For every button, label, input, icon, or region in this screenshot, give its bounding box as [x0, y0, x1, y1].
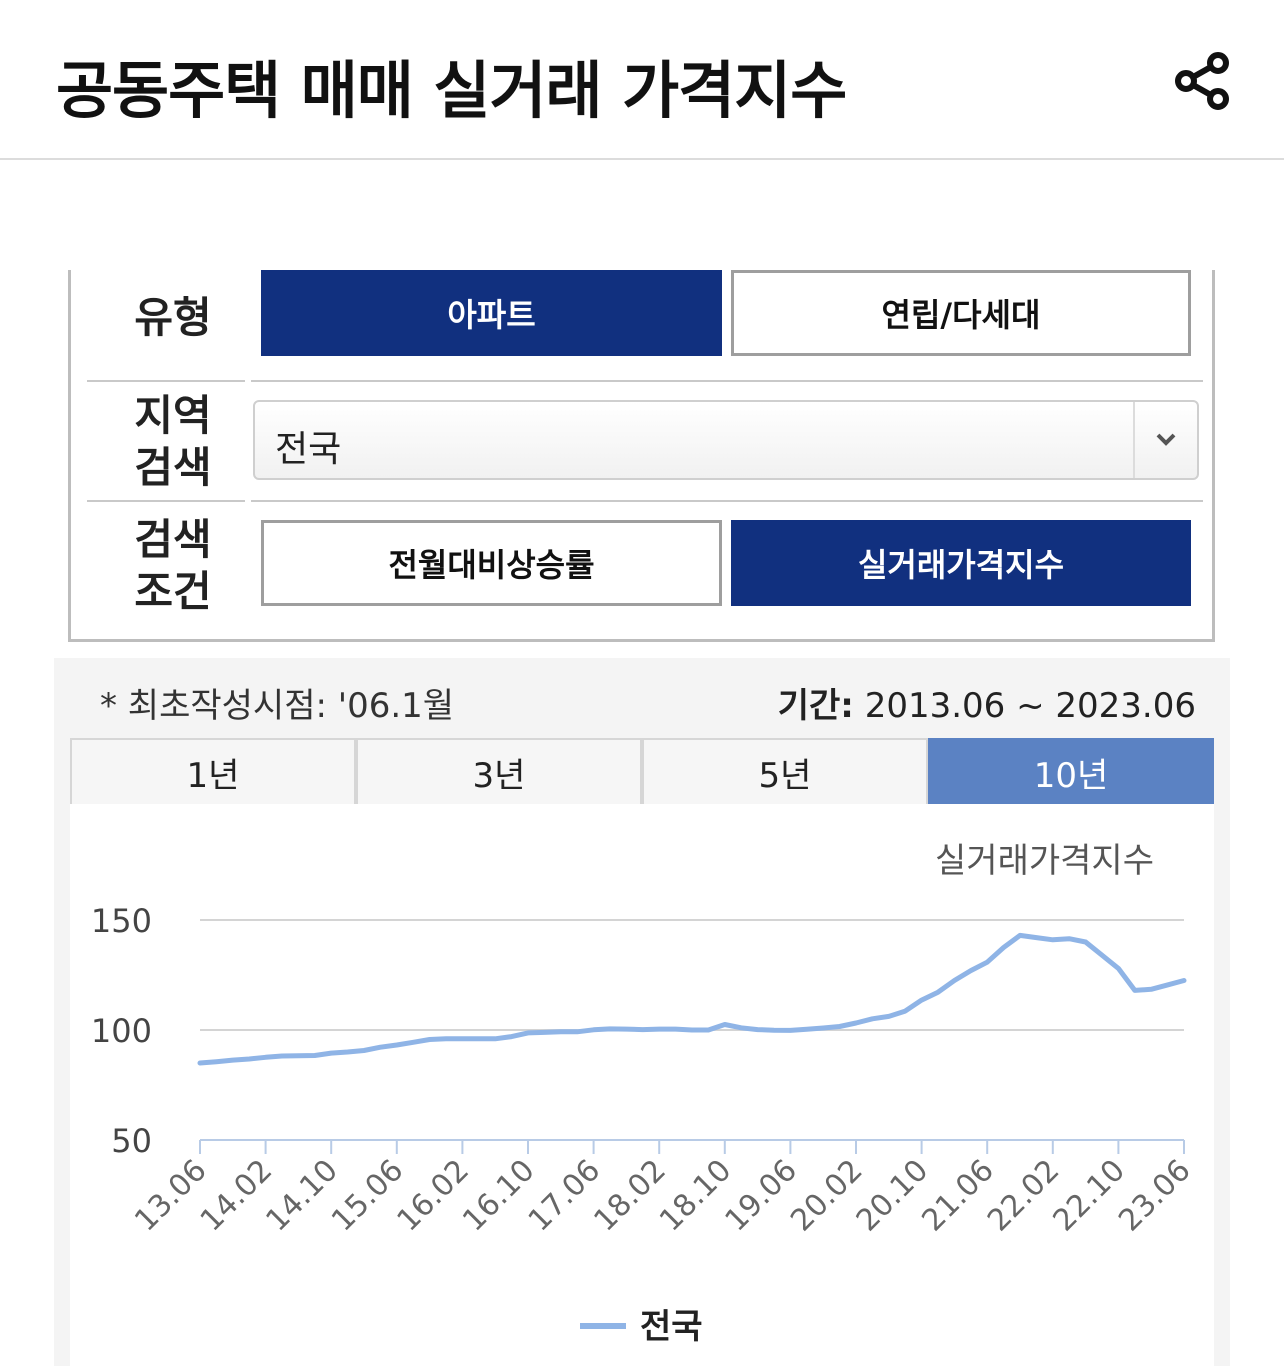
x-tick-label: 22.10 [1047, 1153, 1132, 1238]
period-info: 기간: 2013.06 ~ 2023.06 [778, 678, 1196, 727]
x-tick-label: 14.02 [194, 1153, 279, 1238]
x-tick-label: 16.10 [456, 1153, 541, 1238]
type-label: 유형 [134, 293, 212, 342]
x-tick-label: 19.06 [719, 1153, 804, 1238]
chart-area: 실거래가격지수 150 100 50 13.06 14.02 14.10 15.06 16.… [70, 804, 1214, 1366]
x-tick-label: 18.02 [587, 1153, 672, 1238]
y-tick-label: 150 [91, 902, 152, 940]
x-tick-label: 18.10 [653, 1153, 738, 1238]
region-label: 지역 검색 [123, 390, 223, 494]
share-icon-graphic [1175, 52, 1229, 110]
chart-title: 실거래가격지수 [935, 841, 1154, 881]
x-tick-label: 15.06 [325, 1153, 410, 1238]
period-value: 2013.06 ~ 2023.06 [864, 686, 1196, 726]
page-title: 공동주택 매매 실거래 가격지수 [56, 54, 847, 127]
tab-5y[interactable]: 5년 [642, 738, 928, 804]
condition-label: 검색 조건 [123, 514, 223, 618]
type-row-house-button[interactable]: 연립/다세대 [731, 270, 1191, 356]
tab-10y[interactable]: 10년 [928, 738, 1214, 804]
x-tick-label: 23.06 [1112, 1153, 1197, 1238]
row-divider [251, 500, 1203, 502]
first-date-note: * 최초작성시점: '06.1월 [100, 686, 455, 726]
series-line [197, 932, 1187, 1066]
x-tick-label: 17.06 [522, 1153, 607, 1238]
y-tick-label: 50 [111, 1122, 152, 1160]
x-tick-label: 16.02 [391, 1153, 476, 1238]
condition-label-line1: 검색 [134, 515, 212, 564]
region-select-value: 전국 [275, 429, 342, 470]
chevron-down-icon [1156, 433, 1176, 446]
period-tabs: 1년 3년 5년 10년 [70, 738, 1214, 804]
condition-label-line2: 조건 [134, 567, 212, 616]
legend-label[interactable]: 전국 [640, 1307, 703, 1347]
row-divider [87, 500, 245, 502]
page-header: 공동주택 매매 실거래 가격지수 [0, 0, 1284, 160]
x-tick-label: 20.02 [784, 1153, 869, 1238]
row-divider [87, 380, 245, 382]
row-divider [251, 380, 1203, 382]
select-divider [1133, 402, 1135, 478]
region-label-line1: 지역 [134, 391, 212, 440]
tab-3y[interactable]: 3년 [356, 738, 642, 804]
filter-panel: 유형 아파트 연립/다세대 지역 검색 전국 검색 조건 전월대비상승률 실거래… [68, 270, 1215, 642]
period-label: 기간: [777, 686, 854, 726]
share-icon[interactable] [1172, 52, 1234, 110]
region-label-line2: 검색 [134, 443, 212, 492]
x-tick-label: 13.06 [128, 1153, 213, 1238]
x-tick-label: 14.10 [259, 1153, 344, 1238]
x-tick-label: 22.02 [981, 1153, 1066, 1238]
y-tick-label: 100 [91, 1012, 152, 1050]
region-select[interactable]: 전국 [253, 400, 1199, 480]
chart-panel: * 최초작성시점: '06.1월 기간: 2013.06 ~ 2023.06 1… [54, 658, 1230, 1366]
x-tick-label: 20.10 [850, 1153, 935, 1238]
tab-1y[interactable]: 1년 [70, 738, 356, 804]
type-apartment-button[interactable]: 아파트 [261, 270, 722, 356]
x-tick-label: 21.06 [915, 1153, 1000, 1238]
price-index-button[interactable]: 실거래가격지수 [731, 520, 1191, 606]
mom-change-button[interactable]: 전월대비상승률 [261, 520, 722, 606]
